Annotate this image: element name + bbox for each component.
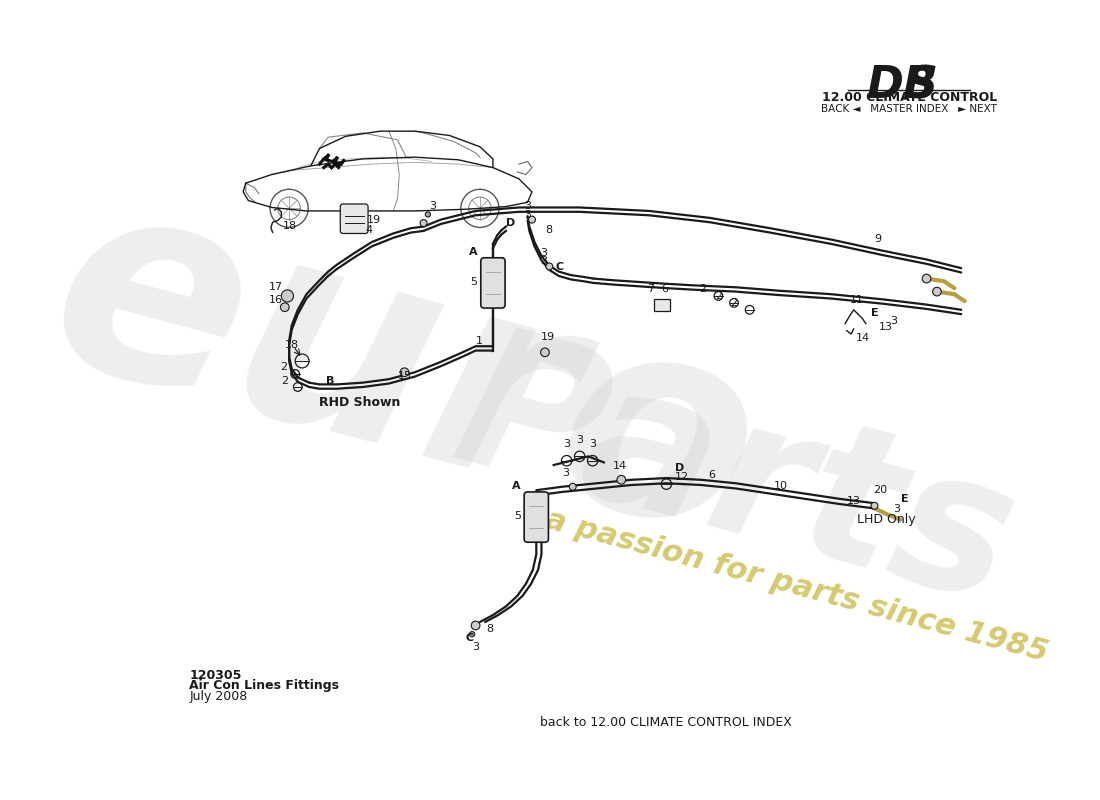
Circle shape <box>528 216 536 223</box>
Text: 7: 7 <box>647 284 654 294</box>
Text: July 2008: July 2008 <box>189 690 248 702</box>
Circle shape <box>420 220 427 226</box>
Text: 10: 10 <box>774 481 788 491</box>
Text: a passion for parts since 1985: a passion for parts since 1985 <box>542 506 1052 668</box>
Circle shape <box>280 303 289 311</box>
Text: 3: 3 <box>893 505 901 514</box>
FancyBboxPatch shape <box>481 258 505 308</box>
Text: 19: 19 <box>367 215 382 225</box>
Text: A: A <box>469 247 477 257</box>
Text: 2: 2 <box>730 298 738 308</box>
Text: 3: 3 <box>524 201 531 211</box>
Text: 2: 2 <box>715 291 722 301</box>
Text: 3: 3 <box>562 468 570 478</box>
Circle shape <box>569 483 576 490</box>
Text: C: C <box>556 262 563 272</box>
Text: RHD Shown: RHD Shown <box>319 396 400 409</box>
Circle shape <box>546 263 553 270</box>
FancyBboxPatch shape <box>524 492 549 542</box>
Text: 1: 1 <box>475 336 483 346</box>
Text: B: B <box>327 376 334 386</box>
Text: 20: 20 <box>872 486 887 495</box>
Text: 3: 3 <box>590 439 596 450</box>
Text: 14: 14 <box>856 333 870 342</box>
Text: DB: DB <box>866 64 937 107</box>
Text: 18: 18 <box>285 340 299 350</box>
Text: euro: euro <box>26 151 786 597</box>
Text: 120305: 120305 <box>189 669 242 682</box>
Circle shape <box>933 287 942 296</box>
Text: LHD Only: LHD Only <box>857 513 916 526</box>
Text: 18: 18 <box>283 221 297 231</box>
Circle shape <box>922 274 931 283</box>
Text: 9: 9 <box>874 234 881 244</box>
Bar <box>654 298 670 310</box>
Text: S: S <box>905 64 937 107</box>
Text: 4: 4 <box>365 226 373 235</box>
Text: 5: 5 <box>471 278 477 287</box>
Text: 11: 11 <box>850 294 865 305</box>
Circle shape <box>470 631 475 637</box>
Circle shape <box>871 502 878 510</box>
Text: D: D <box>506 218 515 228</box>
Text: 3: 3 <box>524 210 531 220</box>
Text: Air Con Lines Fittings: Air Con Lines Fittings <box>189 679 340 692</box>
Text: BACK ◄   MASTER INDEX   ► NEXT: BACK ◄ MASTER INDEX ► NEXT <box>822 104 997 114</box>
Circle shape <box>617 475 626 484</box>
Text: 3: 3 <box>576 435 583 445</box>
Text: 8: 8 <box>486 624 493 634</box>
Text: 2: 2 <box>282 376 288 386</box>
Text: 14: 14 <box>613 461 627 471</box>
Text: 2: 2 <box>700 284 706 294</box>
Text: 3: 3 <box>472 642 480 651</box>
Text: 6: 6 <box>708 470 715 480</box>
Text: 15: 15 <box>397 371 411 381</box>
Text: E: E <box>901 494 909 504</box>
Text: 12.00 CLIMATE CONTROL: 12.00 CLIMATE CONTROL <box>822 91 997 104</box>
Text: 17: 17 <box>270 282 284 293</box>
Text: C: C <box>465 633 473 643</box>
Text: 3: 3 <box>540 257 548 266</box>
Text: 13: 13 <box>847 496 861 506</box>
Text: D: D <box>675 463 684 473</box>
Text: 19: 19 <box>540 332 554 342</box>
Text: 12: 12 <box>675 471 690 482</box>
Text: 3: 3 <box>540 248 548 258</box>
Text: 13: 13 <box>879 322 893 332</box>
Text: Parts: Parts <box>438 314 1033 642</box>
Circle shape <box>471 621 480 630</box>
Text: 5: 5 <box>514 511 520 522</box>
Text: 2: 2 <box>280 362 287 372</box>
Circle shape <box>400 368 409 377</box>
Text: 8: 8 <box>544 226 552 235</box>
Text: 3: 3 <box>890 316 898 326</box>
Text: A: A <box>512 481 520 491</box>
FancyBboxPatch shape <box>340 204 368 234</box>
Circle shape <box>282 290 294 302</box>
Text: E: E <box>871 308 879 318</box>
Circle shape <box>540 348 549 357</box>
Text: 3: 3 <box>563 439 570 450</box>
Text: 16: 16 <box>270 294 283 305</box>
Text: back to 12.00 CLIMATE CONTROL INDEX: back to 12.00 CLIMATE CONTROL INDEX <box>540 716 792 729</box>
Text: 3: 3 <box>429 201 436 211</box>
Text: 6: 6 <box>661 284 668 294</box>
Circle shape <box>426 212 430 217</box>
